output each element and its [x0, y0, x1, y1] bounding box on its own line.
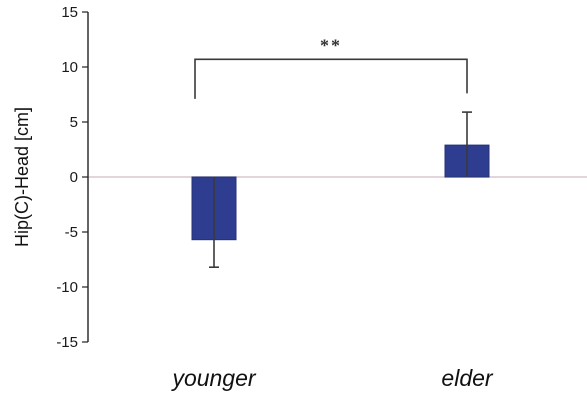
category-label-younger: younger	[170, 365, 256, 391]
significance-label: **	[320, 35, 342, 55]
category-label-elder: elder	[441, 365, 493, 391]
y-tick-label: -15	[56, 334, 78, 351]
y-tick-label: 5	[70, 114, 78, 131]
y-ticks-layer: 15 10 5 0 -5 -10 -15	[56, 4, 88, 351]
y-tick-label: -5	[65, 224, 78, 241]
y-tick-label: -10	[56, 279, 78, 296]
y-tick-label: 10	[61, 59, 78, 76]
y-axis-title: Hip(C)-Head [cm]	[12, 107, 32, 247]
significance-layer: **	[194, 35, 468, 99]
y-tick-label: 15	[61, 4, 78, 21]
bars-layer	[191, 144, 490, 241]
error-bars-layer	[209, 111, 472, 269]
category-labels-layer: younger elder	[170, 365, 493, 391]
significance-bracket	[194, 58, 468, 99]
y-tick-label: 0	[70, 169, 78, 186]
